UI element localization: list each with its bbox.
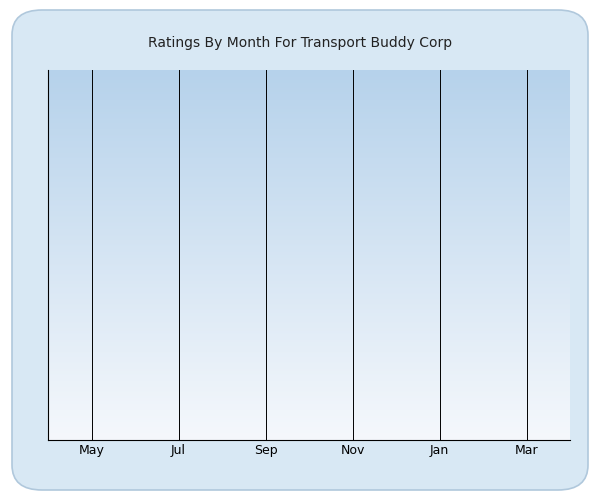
Text: Ratings By Month For Transport Buddy Corp: Ratings By Month For Transport Buddy Cor… (148, 36, 452, 50)
FancyBboxPatch shape (12, 10, 588, 490)
